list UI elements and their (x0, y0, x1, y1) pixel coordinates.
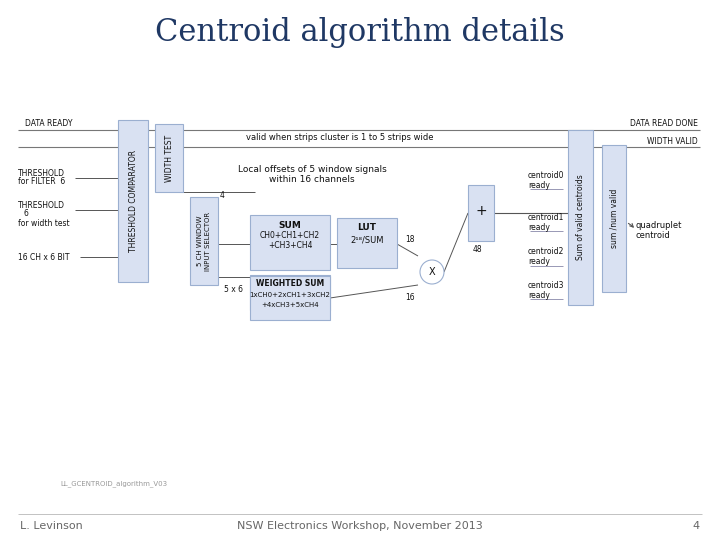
Text: L. Levinson: L. Levinson (20, 521, 83, 531)
Text: THRESHOLD COMPARATOR: THRESHOLD COMPARATOR (128, 150, 138, 252)
FancyBboxPatch shape (155, 124, 183, 192)
Text: LL_GCENTROID_algorithm_V03: LL_GCENTROID_algorithm_V03 (60, 481, 167, 488)
Text: ready: ready (528, 291, 550, 300)
Text: +4xCH3+5xCH4: +4xCH3+5xCH4 (261, 302, 319, 308)
Text: valid when strips cluster is 1 to 5 strips wide: valid when strips cluster is 1 to 5 stri… (246, 133, 433, 143)
Text: SUM: SUM (279, 220, 302, 230)
Text: +: + (475, 204, 487, 218)
Text: 48: 48 (473, 245, 482, 253)
Text: DATA READY: DATA READY (25, 119, 73, 129)
Text: 4: 4 (220, 192, 225, 200)
Text: WIDTH VALID: WIDTH VALID (647, 137, 698, 145)
Text: 6: 6 (23, 210, 28, 219)
Text: 2¹⁸/SUM: 2¹⁸/SUM (350, 235, 384, 245)
Text: centroid0: centroid0 (528, 171, 564, 179)
FancyBboxPatch shape (602, 145, 626, 292)
Text: centroid1: centroid1 (528, 213, 564, 221)
Text: sum /num valid: sum /num valid (610, 189, 618, 248)
Text: 18: 18 (405, 235, 415, 245)
Text: 16 CH x 6 BIT: 16 CH x 6 BIT (18, 253, 70, 261)
Text: WIDTH TEST: WIDTH TEST (164, 134, 174, 181)
Text: LUT: LUT (358, 224, 377, 233)
FancyBboxPatch shape (337, 218, 397, 268)
Text: Sum of valid centroids: Sum of valid centroids (576, 174, 585, 260)
FancyBboxPatch shape (250, 275, 330, 310)
Text: CH0+CH1+CH2: CH0+CH1+CH2 (260, 231, 320, 240)
Text: THRESHOLD: THRESHOLD (18, 168, 65, 178)
FancyBboxPatch shape (468, 185, 494, 241)
Text: DATA READ DONE: DATA READ DONE (630, 119, 698, 129)
FancyBboxPatch shape (568, 130, 593, 305)
Text: ready: ready (528, 258, 550, 267)
Text: Centroid algorithm details: Centroid algorithm details (155, 17, 565, 48)
Text: WEIGHTED SUM: WEIGHTED SUM (256, 280, 324, 288)
Text: ready: ready (528, 180, 550, 190)
Text: centroid: centroid (636, 231, 671, 240)
Text: ready: ready (528, 222, 550, 232)
Text: quadruplet: quadruplet (636, 220, 683, 230)
FancyBboxPatch shape (250, 215, 330, 270)
FancyBboxPatch shape (250, 276, 330, 320)
Circle shape (420, 260, 444, 284)
Text: 5 CH WINDOW
INPUT SELECTOR: 5 CH WINDOW INPUT SELECTOR (197, 212, 211, 271)
Text: NSW Electronics Workshop, November 2013: NSW Electronics Workshop, November 2013 (237, 521, 483, 531)
Text: 4: 4 (693, 521, 700, 531)
Text: 1xCH0+2xCH1+3xCH2: 1xCH0+2xCH1+3xCH2 (250, 292, 330, 298)
Text: for width test: for width test (18, 219, 70, 227)
Text: 5 x 6: 5 x 6 (223, 285, 243, 294)
FancyBboxPatch shape (118, 120, 148, 282)
Text: X: X (428, 267, 436, 277)
Text: 16: 16 (405, 294, 415, 302)
Text: THRESHOLD: THRESHOLD (18, 200, 65, 210)
Text: centroid3: centroid3 (528, 280, 564, 289)
FancyBboxPatch shape (190, 197, 218, 285)
Text: Local offsets of 5 window signals: Local offsets of 5 window signals (238, 165, 387, 174)
Text: within 16 channels: within 16 channels (269, 176, 355, 185)
Text: +CH3+CH4: +CH3+CH4 (268, 240, 312, 249)
Text: for FILTER  6: for FILTER 6 (18, 178, 66, 186)
Text: centroid2: centroid2 (528, 247, 564, 256)
